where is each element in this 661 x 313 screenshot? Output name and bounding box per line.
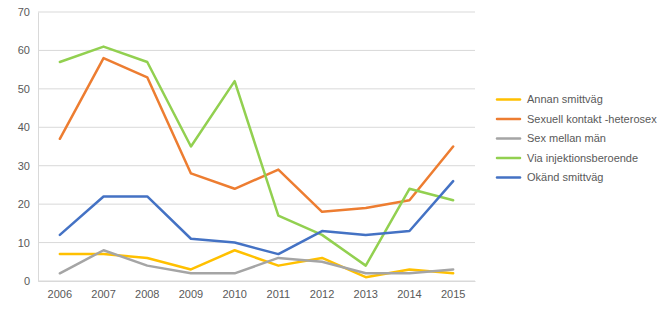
legend-swatch bbox=[497, 157, 520, 160]
y-tick: 10 bbox=[18, 237, 38, 249]
x-tick: 2012 bbox=[310, 288, 334, 300]
legend-label: Via injektionsberoende bbox=[527, 152, 638, 164]
legend-item: Annan smittväg bbox=[497, 93, 603, 105]
x-tick-label: 2014 bbox=[397, 288, 421, 300]
y-tick: 60 bbox=[18, 44, 38, 56]
legend-swatch bbox=[497, 98, 520, 101]
plot: 0102030405060702006200720082009201020112… bbox=[18, 6, 476, 300]
y-tick: 40 bbox=[18, 121, 38, 133]
legend-swatch bbox=[497, 176, 520, 179]
x-tick-label: 2010 bbox=[222, 288, 246, 300]
chart: 0102030405060702006200720082009201020112… bbox=[0, 0, 661, 313]
x-tick: 2013 bbox=[354, 288, 378, 300]
x-tick: 2007 bbox=[91, 288, 115, 300]
y-tick-label: 0 bbox=[24, 275, 30, 287]
legend-item: Via injektionsberoende bbox=[497, 152, 638, 164]
series-line bbox=[60, 58, 453, 212]
legend-item: Okänd smittväg bbox=[497, 171, 603, 183]
y-tick-label: 10 bbox=[18, 237, 30, 249]
x-axis-line bbox=[39, 281, 476, 282]
legend-item: Sex mellan män bbox=[497, 132, 606, 144]
y-tick: 70 bbox=[18, 6, 38, 18]
grid-line bbox=[38, 88, 475, 89]
x-tick-label: 2015 bbox=[441, 288, 465, 300]
legend-swatch bbox=[497, 118, 520, 121]
legend-item: Sexuell kontakt -heterosex bbox=[497, 113, 657, 125]
series-line bbox=[60, 250, 453, 273]
grid-line bbox=[38, 127, 475, 128]
x-tick: 2010 bbox=[222, 288, 246, 300]
legend-swatch bbox=[497, 137, 520, 140]
y-axis: 0 10 20 30 40 50 60 70 bbox=[18, 6, 39, 287]
series-line bbox=[60, 250, 453, 277]
y-tick: 0 bbox=[24, 275, 38, 287]
x-tick-label: 2009 bbox=[179, 288, 203, 300]
legend-label: Okänd smittväg bbox=[527, 171, 603, 183]
x-tick: 2011 bbox=[267, 288, 291, 300]
legend-label: Sexuell kontakt -heterosex bbox=[527, 113, 657, 125]
x-tick-label: 2008 bbox=[135, 288, 159, 300]
y-tick: 50 bbox=[18, 83, 38, 95]
x-tick: 2006 bbox=[48, 288, 72, 300]
x-tick-label: 2007 bbox=[91, 288, 115, 300]
legend-label: Sex mellan män bbox=[527, 132, 606, 144]
y-tick-label: 70 bbox=[18, 6, 30, 18]
y-axis-line bbox=[38, 13, 39, 282]
x-tick: 2009 bbox=[179, 288, 203, 300]
grid-line bbox=[38, 242, 475, 243]
y-tick-label: 50 bbox=[18, 83, 30, 95]
x-tick-label: 2013 bbox=[354, 288, 378, 300]
grid-line bbox=[38, 12, 475, 13]
grid bbox=[38, 12, 475, 281]
grid-line bbox=[38, 281, 475, 282]
x-tick: 2014 bbox=[397, 288, 421, 300]
x-tick: 2008 bbox=[135, 288, 159, 300]
x-axis: 2006 2007 2008 2009 2010 2011 2012 2013 2014 2015 bbox=[39, 282, 476, 300]
x-tick-label: 2012 bbox=[310, 288, 334, 300]
x-tick-label: 2011 bbox=[267, 288, 291, 300]
y-tick-label: 40 bbox=[18, 121, 30, 133]
legend-label: Annan smittväg bbox=[527, 93, 603, 105]
grid-line bbox=[38, 204, 475, 205]
y-tick: 20 bbox=[18, 198, 38, 210]
lines bbox=[60, 47, 453, 278]
y-tick: 30 bbox=[18, 160, 38, 172]
y-tick-label: 30 bbox=[18, 160, 30, 172]
x-tick: 2015 bbox=[441, 288, 465, 300]
x-tick-label: 2006 bbox=[48, 288, 72, 300]
y-tick-label: 60 bbox=[18, 44, 30, 56]
grid-line bbox=[38, 50, 475, 51]
series-line bbox=[60, 47, 453, 266]
y-tick-label: 20 bbox=[18, 198, 30, 210]
legend: Annan smittväg Sexuell kontakt -heterosex… bbox=[497, 93, 657, 183]
grid-line bbox=[38, 165, 475, 166]
series-line bbox=[60, 181, 453, 254]
